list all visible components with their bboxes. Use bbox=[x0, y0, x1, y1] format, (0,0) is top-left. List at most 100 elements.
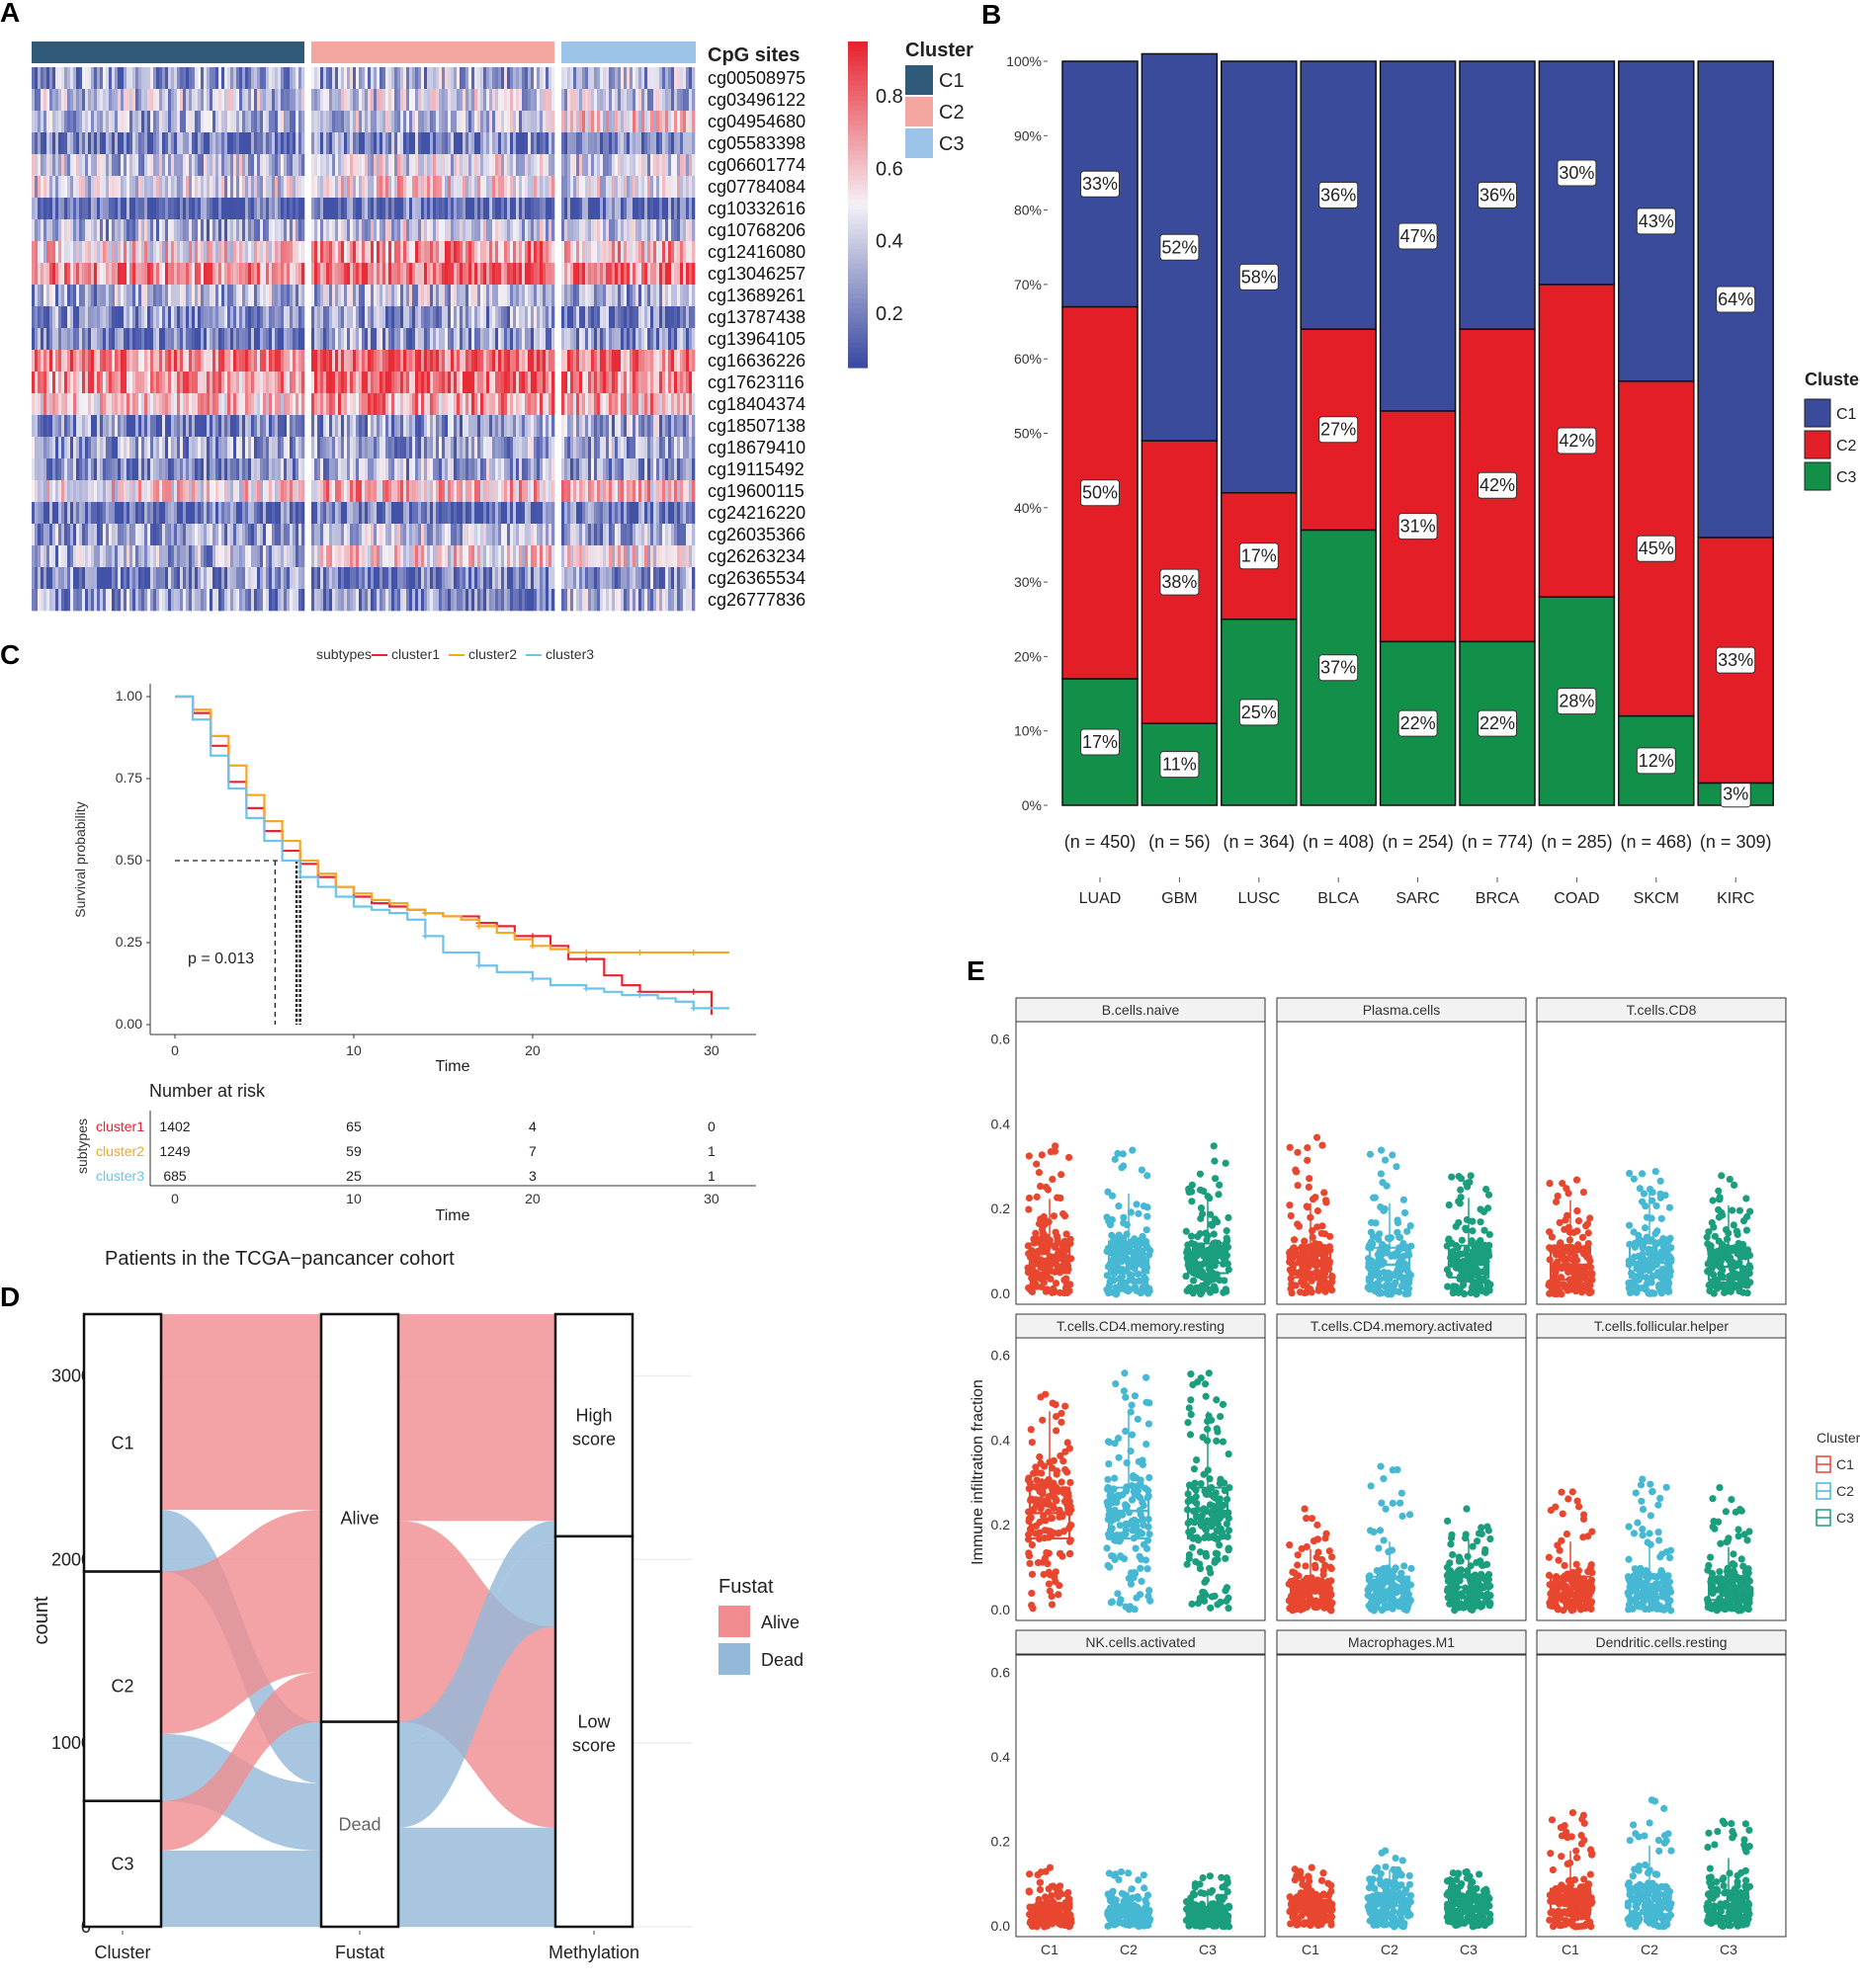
heatmap-cell bbox=[624, 67, 628, 90]
heatmap-cell bbox=[341, 89, 345, 112]
heatmap-cell bbox=[254, 415, 258, 438]
heatmap-cell bbox=[248, 437, 252, 459]
heatmap-cell bbox=[46, 524, 50, 546]
heatmap-cell bbox=[439, 154, 443, 177]
heatmap-cell bbox=[61, 176, 65, 199]
heatmap-cell bbox=[293, 132, 296, 155]
heatmap-cell bbox=[162, 480, 166, 503]
heatmap-cell bbox=[380, 132, 383, 155]
heatmap-cell bbox=[147, 545, 151, 568]
heatmap-cell bbox=[281, 393, 285, 416]
heatmap-cell bbox=[665, 328, 669, 351]
heatmap-cell bbox=[448, 306, 452, 329]
heatmap-cell bbox=[227, 480, 231, 503]
heatmap-cell bbox=[236, 328, 240, 351]
heatmap-cell bbox=[138, 285, 142, 307]
heatmap-cell bbox=[671, 176, 675, 199]
heatmap-cell bbox=[296, 306, 299, 329]
heatmap-cell bbox=[293, 219, 296, 242]
heatmap-cell bbox=[597, 241, 601, 264]
heatmap-cell bbox=[409, 176, 413, 199]
heatmap-cell bbox=[94, 502, 98, 525]
heatmap-cell bbox=[534, 89, 538, 112]
heatmap-cell bbox=[341, 241, 345, 264]
heatmap-cell bbox=[359, 545, 363, 568]
heatmap-cell bbox=[338, 393, 342, 416]
heatmap-cell bbox=[236, 176, 240, 199]
heatmap-cell bbox=[621, 154, 625, 177]
heatmap-cell bbox=[483, 306, 487, 329]
heatmap-cell bbox=[522, 328, 526, 351]
heatmap-cell bbox=[233, 111, 237, 133]
heatmap-cell bbox=[91, 372, 95, 394]
heatmap-cell bbox=[600, 154, 604, 177]
heatmap-cell bbox=[210, 545, 213, 568]
heatmap-cell bbox=[442, 176, 446, 199]
heatmap-cell bbox=[465, 437, 469, 459]
heatmap-cell bbox=[344, 154, 348, 177]
heatmap-cell bbox=[162, 372, 166, 394]
heatmap-cell bbox=[257, 350, 261, 373]
heatmap-cell bbox=[612, 263, 616, 286]
heatmap-cell bbox=[650, 285, 654, 307]
heatmap-cell bbox=[534, 154, 538, 177]
heatmap-cell bbox=[612, 89, 616, 112]
heatmap-cell bbox=[284, 111, 288, 133]
heatmap-cell bbox=[189, 480, 193, 503]
heatmap-cell bbox=[43, 89, 47, 112]
heatmap-cell bbox=[287, 198, 291, 220]
heatmap-cell bbox=[489, 132, 493, 155]
heatmap-cell bbox=[73, 415, 77, 438]
heatmap-cell bbox=[427, 393, 431, 416]
heatmap-cell bbox=[406, 350, 410, 373]
heatmap-cell bbox=[106, 458, 110, 481]
heatmap-cell bbox=[293, 415, 296, 438]
heatmap-cell bbox=[647, 111, 651, 133]
heatmap-cell bbox=[656, 198, 660, 220]
heatmap-cell bbox=[546, 176, 550, 199]
heatmap-cell bbox=[424, 589, 428, 612]
heatmap-cell bbox=[195, 154, 199, 177]
heatmap-cell bbox=[52, 458, 56, 481]
heatmap-cell bbox=[314, 524, 318, 546]
heatmap-cell bbox=[525, 350, 529, 373]
heatmap-cell bbox=[221, 589, 225, 612]
heatmap-cell bbox=[212, 132, 216, 155]
heatmap-cell bbox=[540, 480, 544, 503]
heatmap-cell bbox=[570, 306, 574, 329]
heatmap-cell bbox=[537, 198, 541, 220]
heatmap-cell bbox=[582, 241, 586, 264]
heatmap-cell bbox=[653, 263, 657, 286]
heatmap-cell bbox=[528, 176, 532, 199]
heatmap-cell bbox=[677, 176, 681, 199]
heatmap-cell bbox=[141, 154, 145, 177]
heatmap-cell bbox=[180, 219, 184, 242]
heatmap-cell bbox=[439, 132, 443, 155]
heatmap-cell bbox=[522, 241, 526, 264]
heatmap-cell bbox=[43, 328, 47, 351]
heatmap-cell bbox=[218, 350, 222, 373]
heatmap-cell bbox=[245, 306, 249, 329]
heatmap-cell bbox=[118, 306, 122, 329]
heatmap-cell bbox=[391, 480, 395, 503]
heatmap-cell bbox=[368, 567, 372, 590]
heatmap-cell bbox=[374, 567, 378, 590]
heatmap-cell bbox=[165, 306, 169, 329]
heatmap-cell bbox=[341, 350, 345, 373]
heatmap-cell bbox=[448, 176, 452, 199]
heatmap-cell bbox=[281, 176, 285, 199]
heatmap-cell bbox=[448, 437, 452, 459]
heatmap-cell bbox=[221, 176, 225, 199]
heatmap-cell bbox=[674, 176, 678, 199]
heatmap-cell bbox=[233, 89, 237, 112]
heatmap-cell bbox=[76, 415, 80, 438]
heatmap-cell bbox=[609, 306, 613, 329]
heatmap-cell bbox=[504, 524, 508, 546]
heatmap-cell bbox=[293, 89, 296, 112]
heatmap-cell bbox=[665, 176, 669, 199]
heatmap-cell bbox=[609, 154, 613, 177]
heatmap-cell bbox=[171, 285, 175, 307]
heatmap-cell bbox=[64, 480, 68, 503]
heatmap-cell bbox=[278, 458, 282, 481]
heatmap-cell bbox=[260, 545, 264, 568]
